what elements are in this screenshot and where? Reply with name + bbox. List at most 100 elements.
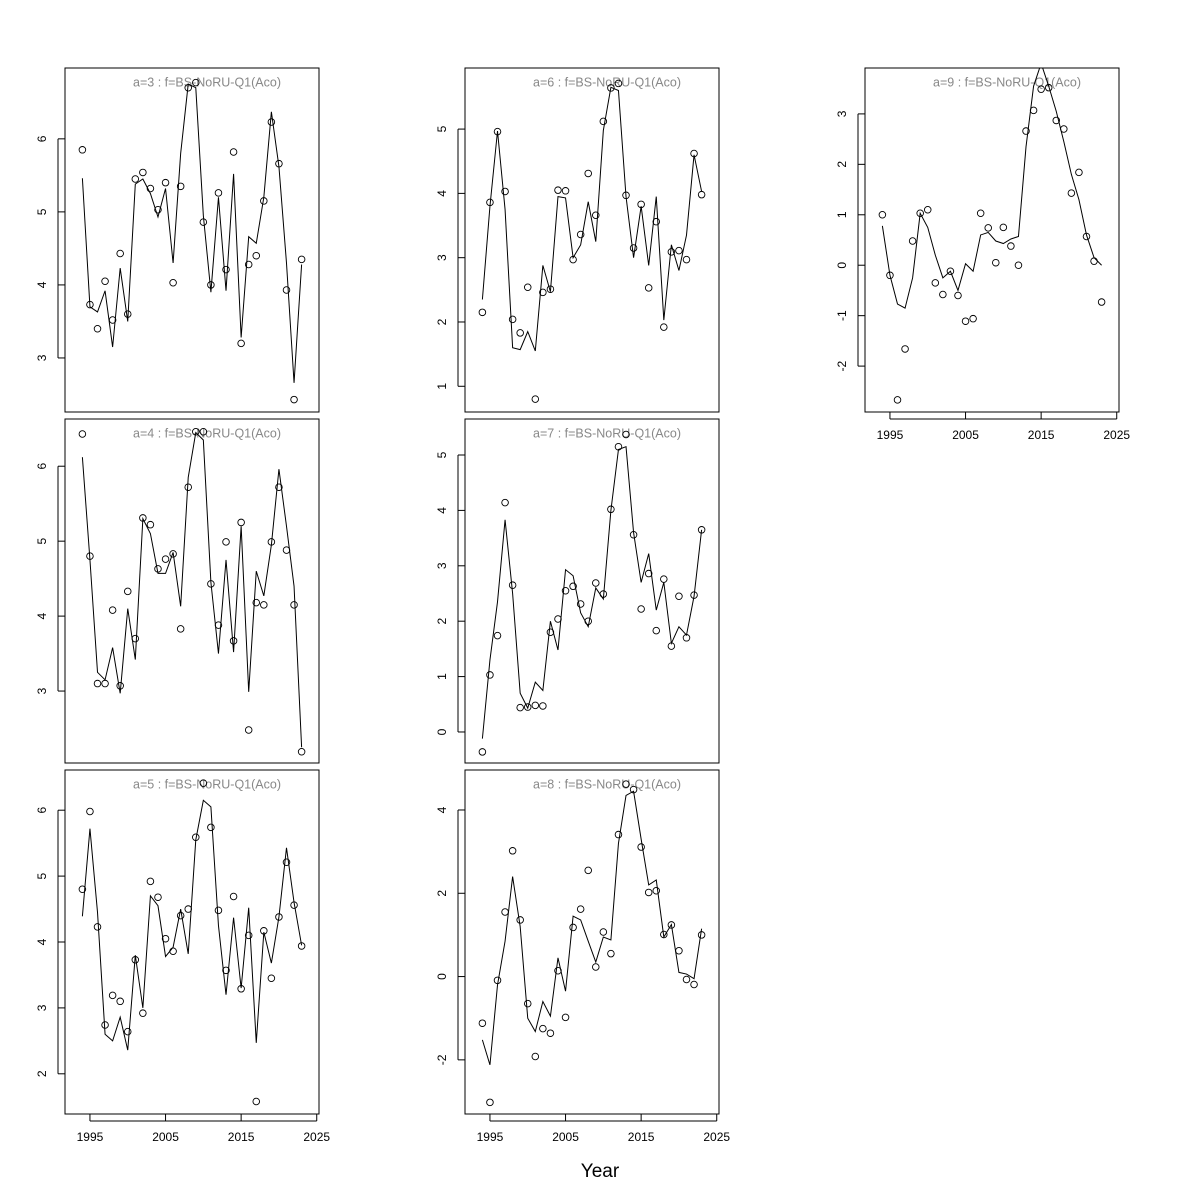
y-tick-label: -1 (835, 310, 849, 321)
data-point (682, 255, 691, 264)
x-tick-label: 2025 (1103, 428, 1130, 442)
data-point (93, 324, 102, 333)
data-point (539, 1024, 547, 1033)
y-tick-label: 3 (435, 562, 449, 569)
plot-frame (464, 418, 720, 764)
data-point (976, 209, 985, 218)
data-point (161, 934, 170, 943)
data-point (599, 928, 608, 936)
data-point (252, 598, 261, 607)
data-point (682, 975, 691, 984)
data-point (478, 748, 487, 756)
y-tick-label: 3 (35, 1004, 49, 1011)
plot-frame (64, 67, 320, 413)
y-tick-label: 5 (35, 208, 49, 215)
data-point (523, 283, 532, 292)
y-tick-label: 1 (835, 211, 849, 218)
data-point (1052, 116, 1061, 125)
data-point (267, 974, 276, 982)
data-point (1097, 298, 1106, 306)
data-point (222, 265, 230, 274)
panel: a=3 : f=BS-NoRU-Q1(Aco) 3 4 5 6 (35, 67, 320, 413)
plot-frame (64, 418, 320, 764)
data-point (508, 581, 517, 589)
data-point (561, 586, 570, 595)
data-point (675, 592, 683, 601)
data-point (161, 555, 170, 563)
data-point (607, 949, 615, 958)
data-point (146, 877, 155, 886)
plot-frame (464, 769, 720, 1115)
data-point (169, 550, 177, 558)
data-point (101, 679, 109, 688)
data-point (493, 631, 502, 640)
data-point (539, 702, 547, 710)
data-point (675, 946, 683, 955)
data-point (561, 187, 570, 195)
data-point (229, 637, 238, 645)
fit-line (481, 446, 703, 739)
data-point (478, 308, 487, 317)
data-point (176, 625, 185, 633)
panel: a=9 : f=BS-NoRU-Q1(Aco) -2 -1 0 1 2 3 1995 2005 2… (835, 67, 1130, 442)
data-point (146, 520, 155, 529)
data-point (576, 230, 585, 239)
y-tick-label: 2 (435, 318, 449, 325)
y-tick-label: 4 (435, 806, 449, 813)
data-point (697, 931, 706, 939)
data-point (237, 518, 245, 527)
data-point (893, 396, 902, 404)
data-point (923, 205, 932, 214)
y-tick-label: 4 (35, 281, 49, 288)
data-point (516, 703, 524, 712)
data-point (999, 223, 1008, 232)
data-point (139, 1009, 147, 1017)
data-point (523, 703, 532, 711)
y-tick-label: 5 (35, 538, 49, 545)
panel-title: a=7 : f=BS-NoRU-Q1(Aco) (533, 426, 681, 440)
data-point (508, 315, 517, 324)
fit-line (881, 68, 1102, 309)
x-tick-label: 2005 (152, 1130, 179, 1144)
data-point (992, 258, 1000, 267)
data-point (192, 78, 200, 87)
y-tick-label: 3 (835, 110, 849, 117)
data-point (901, 345, 909, 353)
data-point (154, 205, 162, 214)
y-tick-label: 5 (435, 451, 449, 458)
fit-line (81, 799, 303, 1051)
y-tick-label: 4 (35, 938, 49, 945)
y-tick-label: 1 (435, 673, 449, 680)
data-point (592, 579, 600, 587)
data-point (531, 701, 540, 710)
data-point (229, 148, 238, 156)
data-point (229, 892, 238, 901)
data-point (554, 186, 562, 194)
data-point (161, 178, 170, 187)
y-tick-label: 1 (435, 383, 449, 390)
data-point (131, 175, 140, 183)
data-point (539, 288, 547, 297)
data-point (584, 169, 592, 178)
data-point (690, 980, 698, 989)
y-tick-label: 2 (35, 1070, 49, 1077)
y-tick-label: 0 (835, 262, 849, 269)
x-tick-label: 2015 (628, 1130, 655, 1144)
data-point (116, 249, 124, 258)
x-tick-label: 2005 (952, 428, 979, 442)
data-point (214, 189, 223, 197)
data-point (1037, 85, 1045, 93)
data-point (931, 279, 940, 287)
data-point (176, 911, 185, 920)
data-point (878, 211, 887, 219)
data-point (169, 278, 177, 287)
y-tick-label: 3 (35, 354, 49, 361)
data-point (644, 569, 653, 578)
data-point (297, 748, 306, 756)
panel-title: a=6 : f=BS-NoRU-Q1(Aco) (533, 75, 681, 89)
data-point (569, 582, 577, 591)
data-point (123, 1027, 132, 1036)
panel: a=7 : f=BS-NoRU-Q1(Aco) 0 1 2 3 4 5 (435, 418, 720, 764)
data-point (652, 217, 661, 226)
